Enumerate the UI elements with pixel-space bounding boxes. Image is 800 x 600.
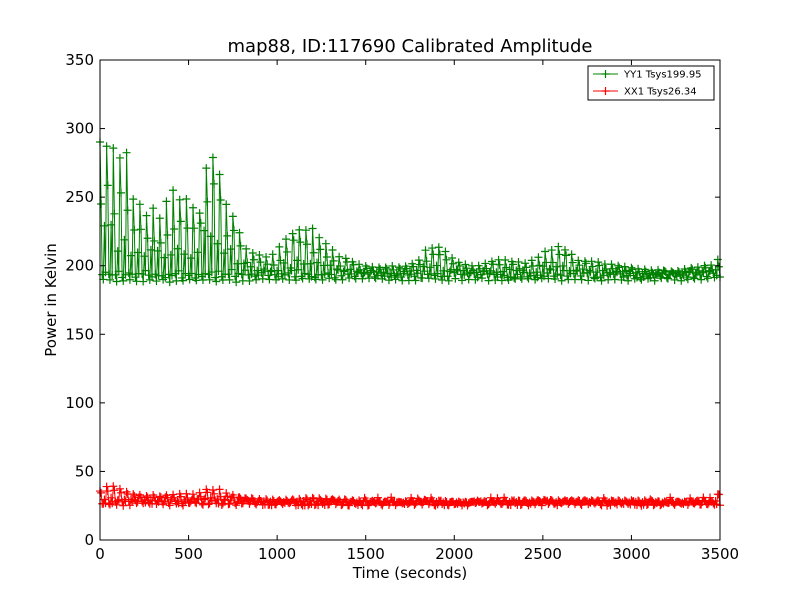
ticks-layer: 0 500 1000 1500 2000 2500 3000 3500 0 50 100 150 200… [65, 51, 739, 563]
y-tick-label: 200 [65, 257, 94, 275]
legend-label-1: XX1 Tsys26.34 [624, 87, 697, 98]
x-tick-label: 2000 [435, 545, 473, 563]
x-tick-label: 3500 [701, 545, 739, 563]
x-tick-label: 2500 [524, 545, 562, 563]
x-tick-label: 1000 [258, 545, 296, 563]
series-markers-0 [96, 138, 724, 287]
legend-entry-1: XX1 Tsys26.34 [593, 87, 697, 98]
y-tick-label: 100 [65, 394, 94, 412]
series-markers-1 [96, 482, 724, 510]
y-tick-label: 50 [75, 462, 94, 480]
x-tick-label: 500 [174, 545, 203, 563]
plot-frame [99, 59, 721, 541]
chart-title: map88, ID:117690 Calibrated Amplitude [228, 36, 593, 57]
legend-entries: YY1 Tsys199.95 XX1 Tsys26.34 [593, 70, 702, 98]
y-tick-label: 0 [84, 531, 94, 549]
y-tick-label: 250 [65, 188, 94, 206]
y-tick-label: 150 [65, 325, 94, 343]
legend: YY1 Tsys199.95 XX1 Tsys26.34 [587, 65, 715, 101]
x-tick-label: 1500 [347, 545, 385, 563]
y-axis-label: Power in Kelvin [42, 243, 60, 357]
legend-box [587, 65, 715, 101]
series-layer [96, 138, 724, 510]
series-1 [96, 482, 724, 510]
y-tick-label: 300 [65, 120, 94, 138]
series-line-0 [99, 141, 721, 283]
x-axis-label: Time (seconds) [352, 564, 468, 582]
legend-entry-0: YY1 Tsys199.95 [593, 70, 702, 81]
x-tick-label: 0 [95, 545, 105, 563]
y-tick-label: 350 [65, 51, 94, 69]
series-0 [96, 138, 724, 287]
x-tick-label: 3000 [612, 545, 650, 563]
legend-label-0: YY1 Tsys199.95 [623, 70, 702, 81]
